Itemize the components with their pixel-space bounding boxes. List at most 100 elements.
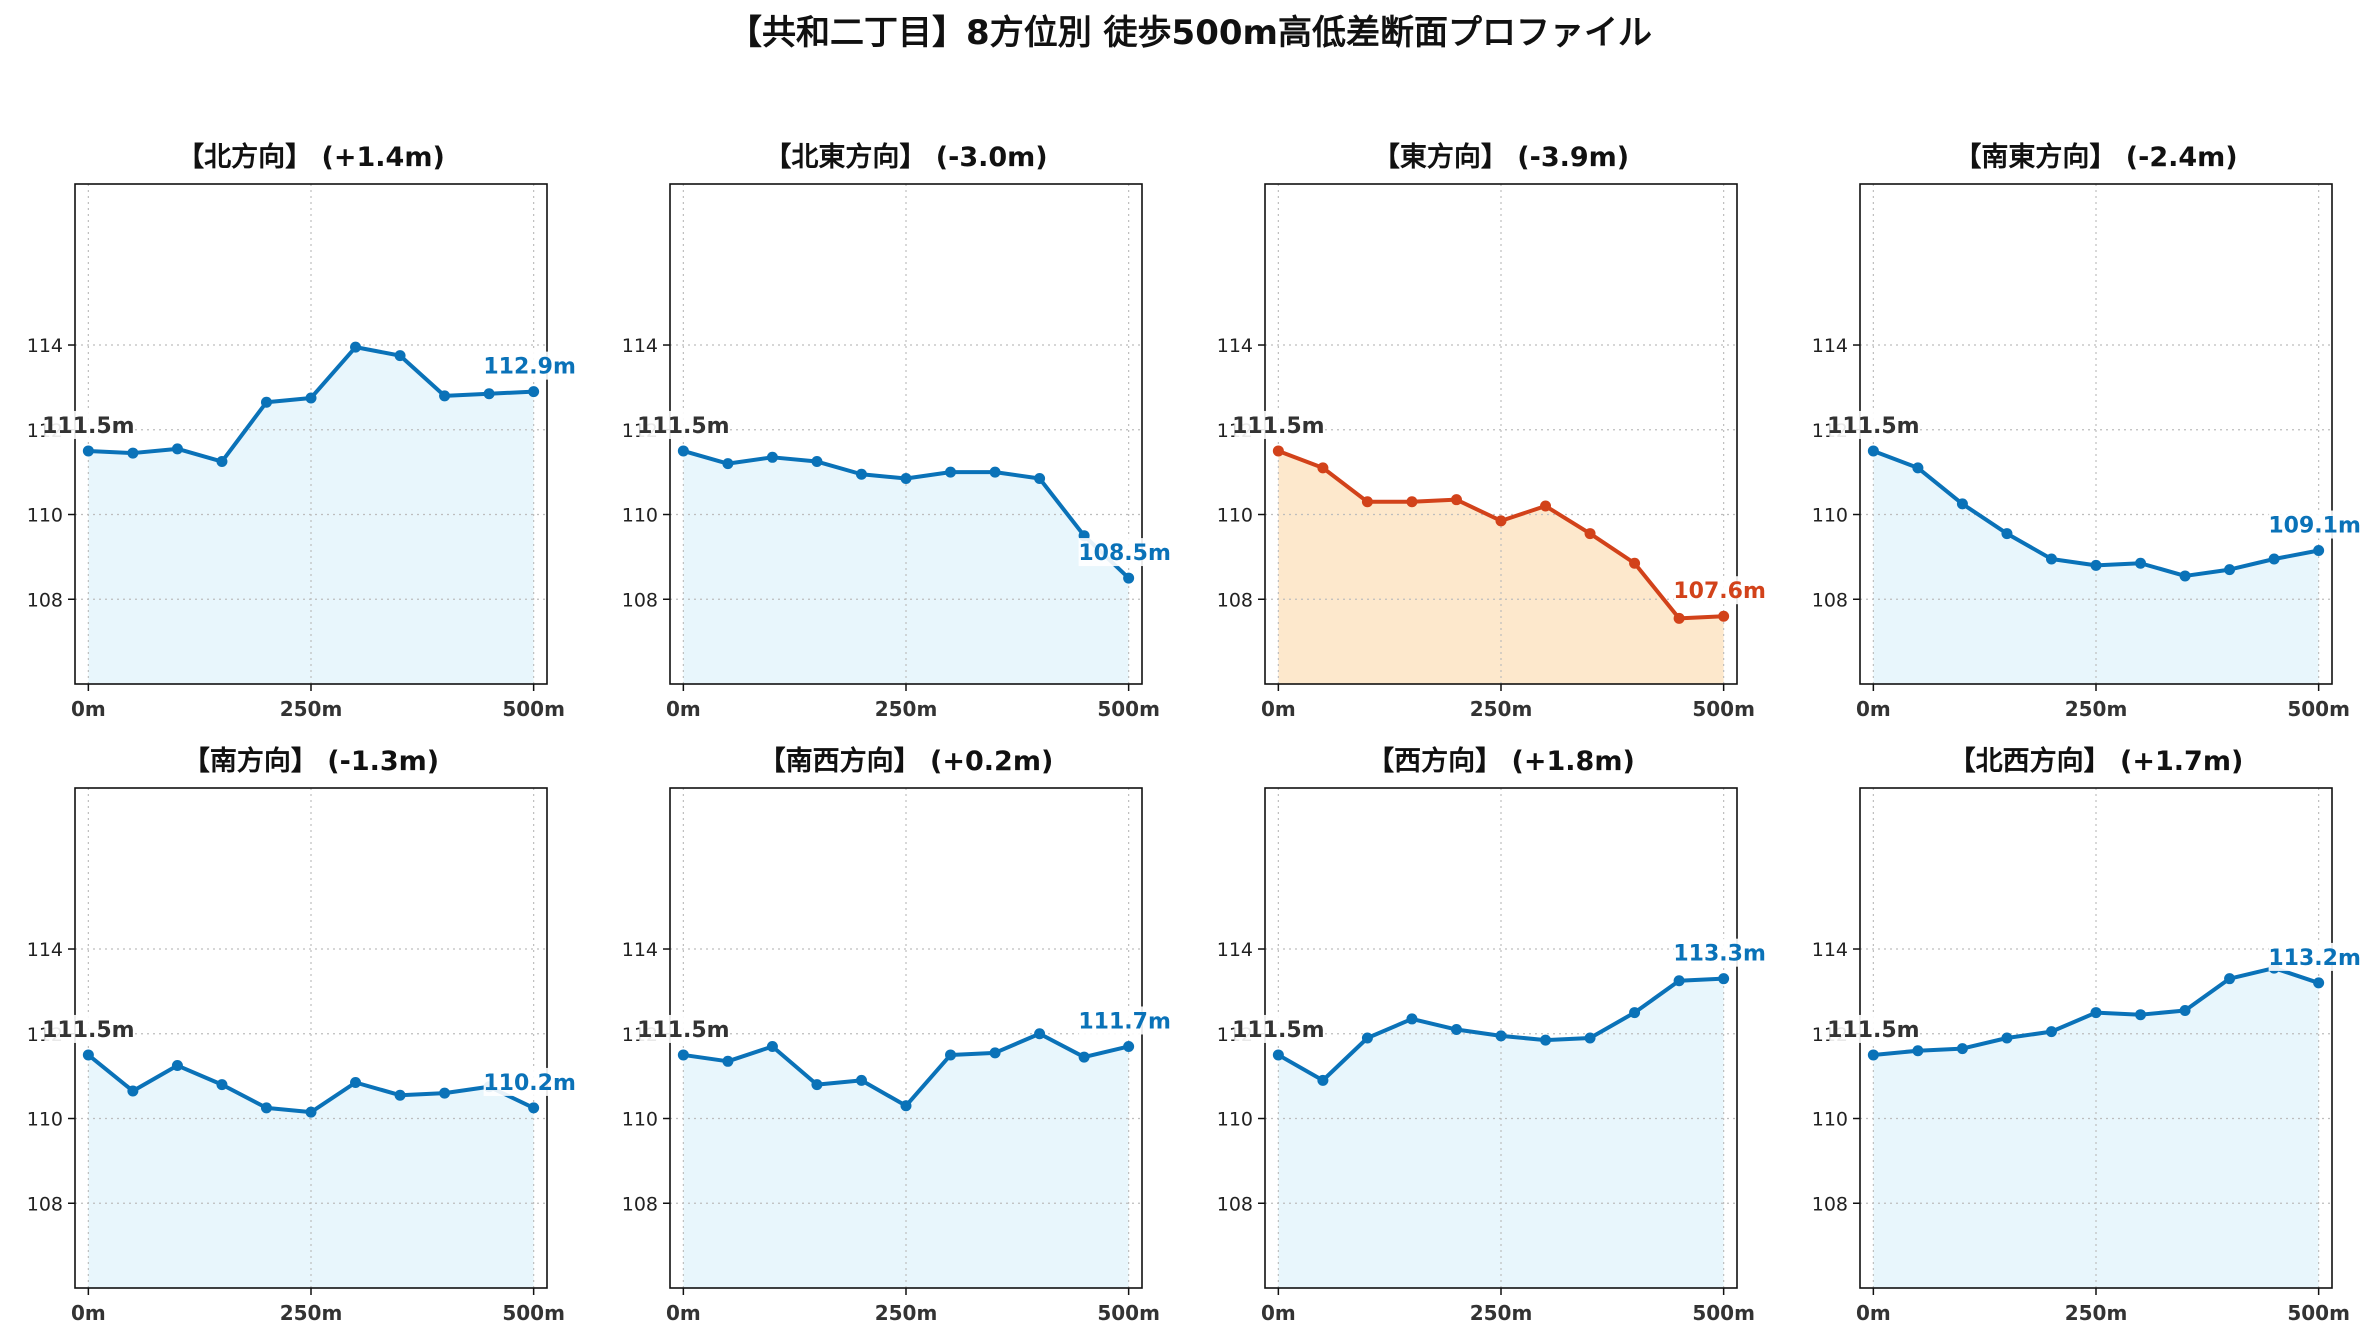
start-label-box — [1234, 410, 1323, 439]
elevation-point — [1718, 973, 1730, 985]
elevation-point — [855, 1074, 867, 1086]
end-label-box — [483, 351, 578, 380]
x-tick-label: 0m — [666, 697, 701, 721]
elevation-point — [989, 1047, 1001, 1059]
y-tick-label: 114 — [1812, 939, 1848, 961]
y-tick-label: 108 — [1217, 589, 1253, 611]
start-elevation-label: 111.5m — [42, 1018, 135, 1043]
start-elevation-label: 111.5m — [1827, 414, 1920, 439]
elevation-point — [2313, 545, 2325, 557]
elevation-point — [1956, 498, 1968, 510]
y-tick-label: 108 — [27, 589, 63, 611]
elevation-point — [350, 341, 362, 353]
elevation-panel-3: 【東方向】 (-3.9m)1081101141120m250m500m111.5… — [1217, 141, 1768, 721]
elevation-point — [1495, 515, 1507, 527]
end-label-box — [1078, 1006, 1173, 1035]
elevation-point — [1540, 1034, 1552, 1046]
elevation-point — [1956, 1043, 1968, 1055]
y-tick-label: 108 — [1812, 1193, 1848, 1215]
y-tick-label: 114 — [622, 939, 658, 961]
elevation-point — [677, 445, 689, 457]
x-tick-label: 500m — [2287, 697, 2350, 721]
end-elevation-label: 113.3m — [1673, 942, 1766, 967]
x-tick-label: 0m — [71, 1301, 106, 1325]
elevation-point — [945, 466, 957, 478]
panel-title: 【西方向】 (+1.8m) — [1367, 745, 1635, 777]
elevation-point — [1450, 1024, 1462, 1036]
elevation-point — [305, 392, 317, 404]
elevation-point — [722, 1055, 734, 1067]
elevation-panel-7: 【西方向】 (+1.8m)1081101141120m250m500m111.5… — [1217, 745, 1768, 1325]
elevation-point — [2179, 570, 2191, 582]
elevation-point — [216, 1079, 228, 1091]
elevation-point — [260, 1102, 272, 1114]
elevation-point — [900, 472, 912, 484]
elevation-point — [1317, 462, 1329, 474]
y-tick-label: 110 — [1217, 1109, 1253, 1131]
elevation-point — [2224, 564, 2236, 576]
end-elevation-label: 109.1m — [2268, 514, 2361, 539]
elevation-point — [1912, 1045, 1924, 1057]
elevation-point — [855, 468, 867, 480]
y-tick-label: 110 — [1812, 505, 1848, 527]
y-tick-label: 114 — [622, 335, 658, 357]
elevation-point — [1450, 494, 1462, 506]
elevation-point — [439, 1087, 451, 1099]
elevation-area — [1278, 978, 1724, 1288]
end-elevation-label: 110.2m — [483, 1071, 576, 1096]
elevation-panel-1: 【北方向】 (+1.4m)1081101141120m250m500m111.5… — [27, 141, 578, 721]
elevation-point — [1912, 462, 1924, 474]
y-tick-label: 114 — [27, 335, 63, 357]
elevation-point — [1361, 1032, 1373, 1044]
y-tick-label: 114 — [1217, 335, 1253, 357]
end-label-box — [2268, 942, 2363, 971]
elevation-panel-2: 【北東方向】 (-3.0m)1081101141120m250m500m111.… — [622, 141, 1173, 721]
panel-title: 【北方向】 (+1.4m) — [177, 141, 445, 173]
elevation-area — [683, 450, 1129, 684]
x-tick-label: 500m — [1692, 1301, 1755, 1325]
start-label-box — [44, 410, 133, 439]
elevation-point — [1406, 496, 1418, 508]
elevation-panel-4: 【南東方向】 (-2.4m)1081101141120m250m500m111.… — [1812, 141, 2363, 721]
elevation-point — [2179, 1004, 2191, 1016]
panel-title: 【北西方向】 (+1.7m) — [1949, 745, 2244, 777]
elevation-point — [1123, 572, 1135, 584]
end-elevation-label: 113.2m — [2268, 946, 2361, 971]
y-tick-label: 110 — [622, 1109, 658, 1131]
x-tick-label: 0m — [1261, 1301, 1296, 1325]
start-elevation-label: 111.5m — [637, 1018, 730, 1043]
panel-title: 【北東方向】 (-3.0m) — [764, 141, 1047, 173]
elevation-point — [811, 1079, 823, 1091]
elevation-point — [171, 443, 183, 455]
end-label-box — [2268, 510, 2363, 539]
elevation-point — [260, 396, 272, 408]
x-tick-label: 0m — [1856, 697, 1891, 721]
start-label-box — [1234, 1014, 1323, 1043]
elevation-point — [2224, 973, 2236, 985]
elevation-point — [2090, 559, 2102, 571]
x-tick-label: 500m — [502, 1301, 565, 1325]
y-tick-label: 114 — [27, 939, 63, 961]
elevation-point — [1272, 445, 1284, 457]
end-label-box — [483, 1067, 578, 1096]
y-tick-label: 114 — [1812, 335, 1848, 357]
y-tick-label: 108 — [1812, 589, 1848, 611]
x-tick-label: 500m — [2287, 1301, 2350, 1325]
x-tick-label: 500m — [502, 697, 565, 721]
elevation-point — [1540, 500, 1552, 512]
x-tick-label: 250m — [280, 1301, 343, 1325]
elevation-point — [1034, 472, 1046, 484]
elevation-point — [1584, 1032, 1596, 1044]
panels-grid: 【北方向】 (+1.4m)1081101141120m250m500m111.5… — [27, 141, 2363, 1325]
x-tick-label: 0m — [1261, 697, 1296, 721]
elevation-point — [1361, 496, 1373, 508]
elevation-point — [2135, 557, 2147, 569]
elevation-point — [528, 386, 540, 398]
start-label-box — [1829, 1014, 1918, 1043]
x-tick-label: 0m — [666, 1301, 701, 1325]
start-elevation-label: 111.5m — [637, 414, 730, 439]
elevation-point — [2045, 1026, 2057, 1038]
elevation-area — [88, 1054, 534, 1288]
elevation-point — [127, 447, 139, 459]
panel-title: 【南方向】 (-1.3m) — [183, 745, 439, 777]
